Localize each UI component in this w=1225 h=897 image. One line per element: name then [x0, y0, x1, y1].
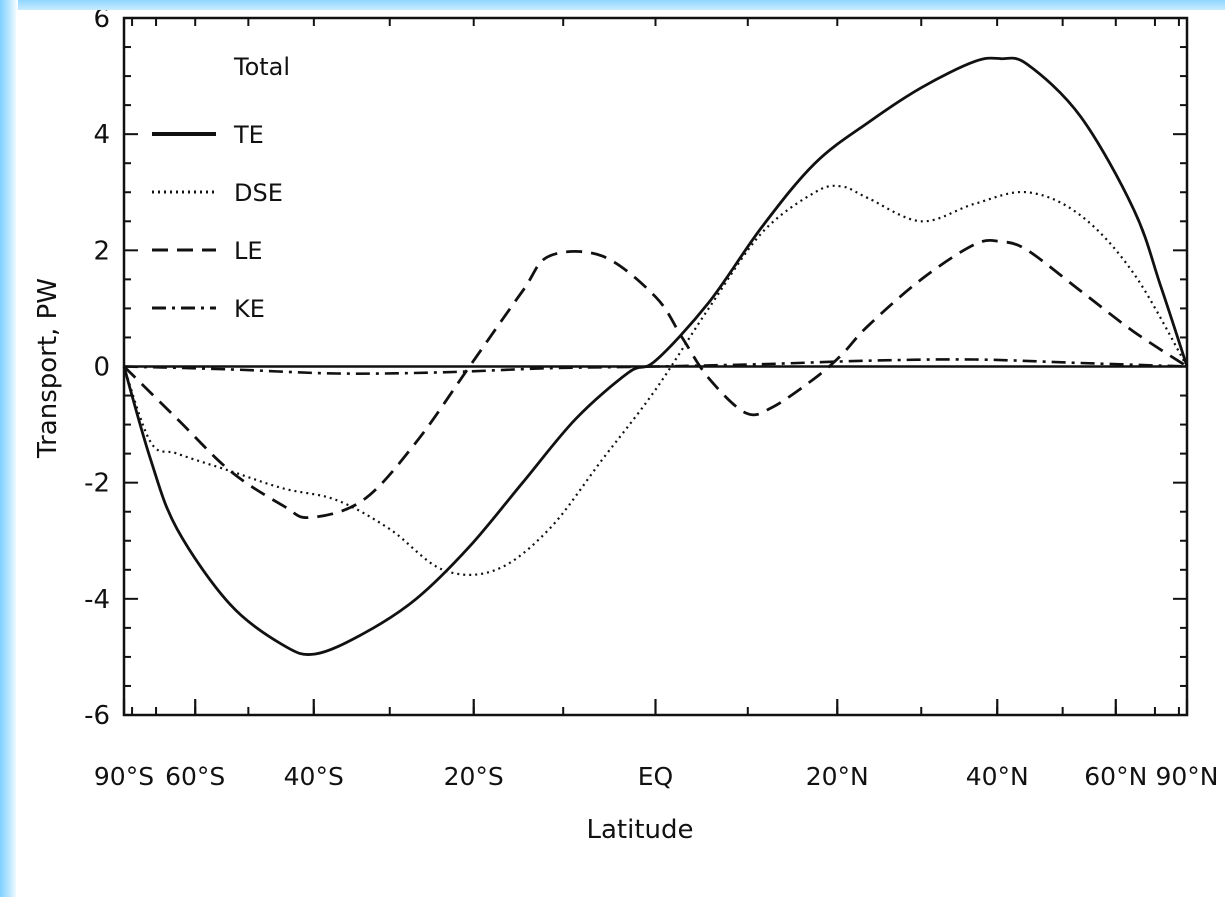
x-tick-label: 90°N [1155, 762, 1218, 791]
y-axis-title: Transport, PW [33, 278, 63, 459]
x-axis-title: Latitude [586, 815, 693, 845]
legend: Total TE DSE LE KE [152, 53, 290, 323]
y-tick-label: 4 [93, 120, 110, 150]
x-tick-label: 60°N [1084, 762, 1147, 791]
y-tick-label: 2 [93, 236, 110, 266]
x-tick-label: 20°S [444, 762, 504, 791]
chart-panel: -6 -4 -2 0 2 4 6 90°S 60°S 40°S 20°S EQ 20°N 40°N 60°N… [16, 10, 1225, 897]
legend-label-dse: DSE [234, 179, 283, 207]
ticks-layer [122, 17, 1189, 716]
series-dse-line [122, 184, 1188, 576]
x-tick-label: EQ [638, 762, 673, 791]
series-ke-line [123, 358, 1188, 375]
legend-label-le: LE [234, 237, 263, 265]
series-layer [122, 56, 1189, 656]
x-tick-label: 20°N [806, 762, 869, 791]
series-le-line [123, 238, 1188, 520]
x-tick-label: 40°N [966, 762, 1029, 791]
legend-title: Total [233, 53, 290, 81]
legend-label-ke: KE [234, 295, 265, 323]
legend-label-te: TE [233, 121, 264, 149]
window-left-edge [0, 0, 18, 897]
y-tick-label: -6 [84, 701, 110, 731]
x-tick-label: 60°S [165, 762, 225, 791]
y-tick-label: 6 [93, 10, 110, 34]
x-tick-label: 40°S [284, 762, 344, 791]
y-tick-label: 0 [93, 353, 110, 383]
series-te-line [122, 56, 1189, 656]
y-tick-label: -4 [84, 585, 110, 615]
energy-transport-chart: -6 -4 -2 0 2 4 6 90°S 60°S 40°S 20°S EQ 20°N 40°N 60°N… [33, 10, 1219, 845]
tick-labels-layer: -6 -4 -2 0 2 4 6 90°S 60°S 40°S 20°S EQ 20°N 40°N 60°N… [84, 10, 1218, 791]
x-tick-label: 90°S [94, 762, 154, 791]
y-tick-label: -2 [84, 469, 110, 499]
